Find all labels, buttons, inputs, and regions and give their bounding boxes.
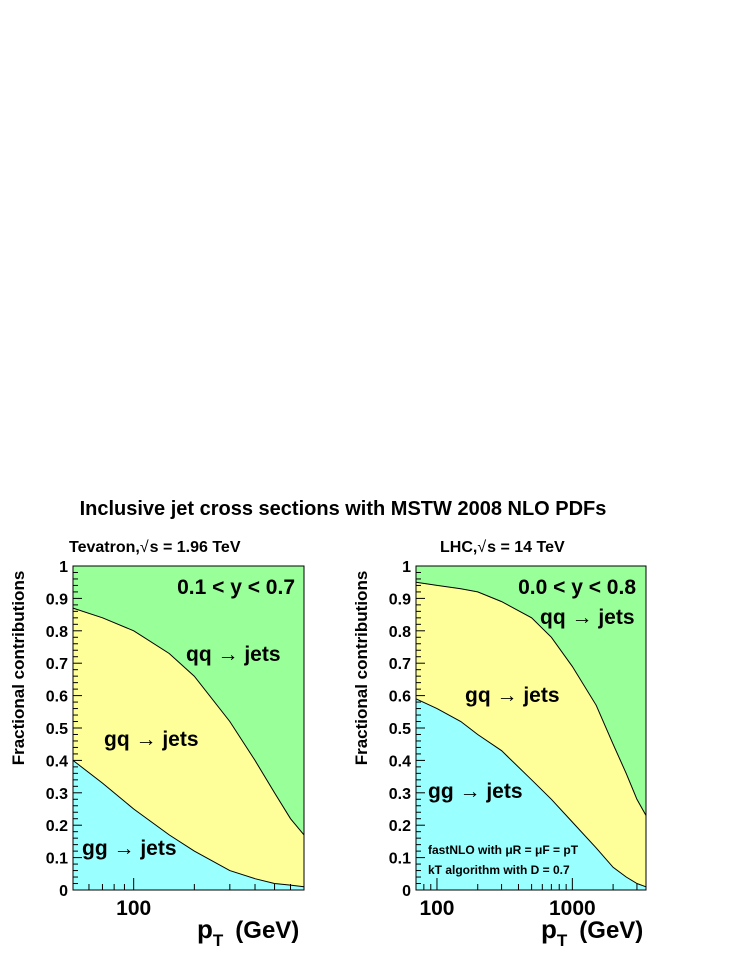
rapidity-range-label: 0.1 < y < 0.7 [177,576,295,599]
label-gq-jets: gq → jets [465,684,560,707]
sqrt-symbol: √ [140,539,149,556]
y-tick-label: 0.1 [46,851,68,868]
y-tick-label: 0.6 [389,689,411,706]
y-axis: 0 0.1 0.2 0.3 0.4 0.5 0.6 0.7 0.8 0.9 1 [46,559,82,900]
area-gg-jets [73,760,304,890]
y-axis-label: Fractional contributions [352,571,371,766]
y-tick-label: 0 [402,883,411,900]
label-qq-jets: qq → jets [540,606,635,629]
area-qq-jets [416,566,646,816]
panel-lhc: LHC,√s = 14 TeV 0 0.1 0.2 0.3 0.4 0.5 0.6 0.7 0.… [352,539,647,950]
y-tick-label: 0.9 [389,591,411,608]
x-tick-label: 1000 [549,897,596,920]
area-gq-jets [416,582,646,887]
subtitle-energy: s = 1.96 TeV [150,539,241,556]
y-tick-label: 0.1 [389,851,411,868]
panel-lhc-subtitle: LHC,√s = 14 TeV [440,539,565,556]
y-tick-label: 0.8 [389,624,411,641]
panel-tevatron-subtitle: Tevatron,√s = 1.96 TeV [69,539,241,556]
y-tick-label: 0.3 [389,786,411,803]
y-axis-label: Fractional contributions [9,571,28,766]
y-tick-label: 0.2 [389,818,411,835]
subtitle-collider: LHC, [440,539,477,556]
y-tick-label: 0.2 [46,818,68,835]
area-qq-jets [73,566,304,835]
y-tick-label: 0.4 [46,753,68,770]
x-tick-label: 100 [116,897,151,920]
y-tick-label: 0.3 [46,786,68,803]
label-gq-jets: gq → jets [104,728,199,751]
sqrt-symbol: √ [477,539,486,556]
subtitle-energy: s = 14 TeV [487,539,565,556]
panel-tevatron: Tevatron,√s = 1.96 TeV 00.10.20.30.40.50… [9,539,305,950]
subtitle-collider: Tevatron, [69,539,140,556]
label-qq-jets: qq → jets [186,643,281,666]
x-axis: 100 [72,878,305,920]
algorithm-annotation: kT algorithm with D = 0.7 [428,863,570,877]
y-tick-label: 0.5 [46,721,68,738]
y-tick-label: 0.4 [389,753,411,770]
y-tick-label: 0.7 [389,656,411,673]
y-tick-label: 0.5 [389,721,411,738]
x-axis-label: pT (GeV) [197,914,299,950]
fastnlo-annotation: fastNLO with μR = μF = pT [428,843,579,857]
rapidity-range-label: 0.0 < y < 0.8 [518,576,636,599]
label-gg-jets: gg → jets [82,837,177,860]
y-tick-label: 0.7 [46,656,68,673]
y-tick-label: 0.9 [46,591,68,608]
x-tick-label: 100 [419,897,454,920]
y-tick-label: 0.8 [46,624,68,641]
y-axis: 0 0.1 0.2 0.3 0.4 0.5 0.6 0.7 0.8 0.9 1 [389,559,425,900]
boundary-line-gq [415,581,647,816]
area-gg-jets [416,698,646,890]
x-axis-label: pT (GeV) [541,914,643,950]
x-axis: 100 1000 [415,878,638,920]
area-gq-jets [73,608,304,887]
y-tick-label: 0 [59,883,68,900]
label-gg-jets: gg → jets [428,780,523,803]
y-tick-label: 1 [402,559,411,576]
boundary-line-gg [415,698,647,888]
y-tick-label: 1 [59,559,68,576]
figure-title: Inclusive jet cross sections with MSTW 2… [80,498,607,520]
boundary-line-gg [72,760,305,888]
stacked-areas [415,566,647,890]
y-tick-label: 0.6 [46,689,68,706]
boundary-line-gq [72,607,305,836]
stacked-areas [72,566,305,890]
